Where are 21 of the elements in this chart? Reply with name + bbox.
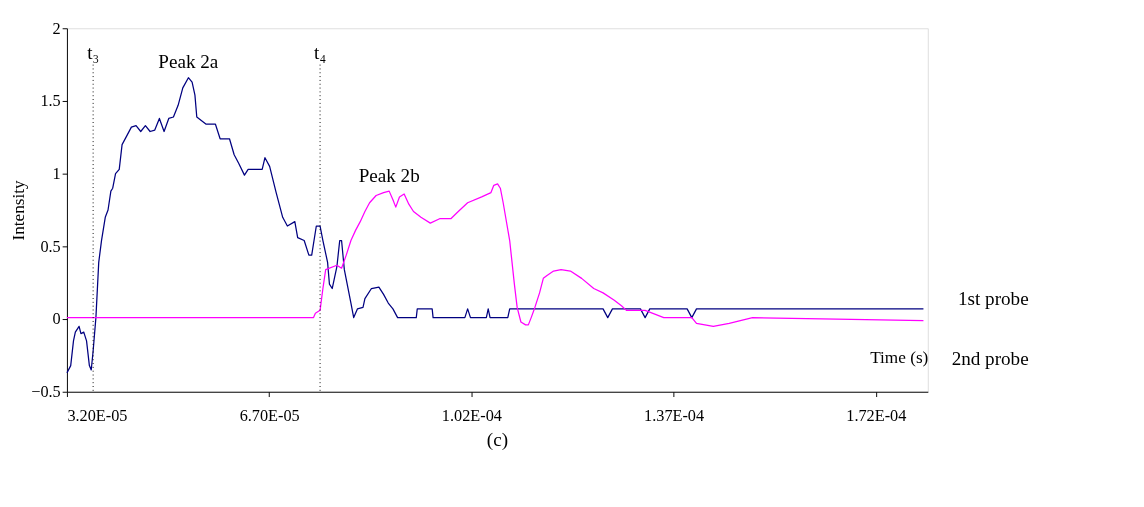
text: (c) [486,429,509,452]
ref-line-label: t₃ [87,41,100,63]
y-axis-title: Intensity [8,180,28,241]
series-label: 1st probe [958,288,1029,310]
y-tick-label: 1.5 [40,92,61,111]
x-tick-label: 1.72E-04 [846,406,907,425]
line-series [66,183,925,327]
annotation: Peak 2a [158,51,219,73]
y-tick-label: 2 [52,19,61,38]
x-axis-title: Time (s) [870,347,929,367]
x-tick-label: 1.37E-04 [644,406,705,425]
x-tick-label: 3.20E-05 [67,406,128,425]
y-tick-label: 0.5 [40,237,61,256]
x-tick-label: 1.02E-04 [441,406,502,425]
y-tick-label: 0 [52,310,61,329]
text: 2nd probe [951,347,1029,369]
x-tick-label: 6.70E-05 [239,406,300,425]
y-tick-label: −0.5 [31,383,61,402]
ref-line-label: t₄ [314,41,327,63]
y-tick-label: 1 [52,164,61,183]
annotation: Peak 2b [358,164,420,186]
